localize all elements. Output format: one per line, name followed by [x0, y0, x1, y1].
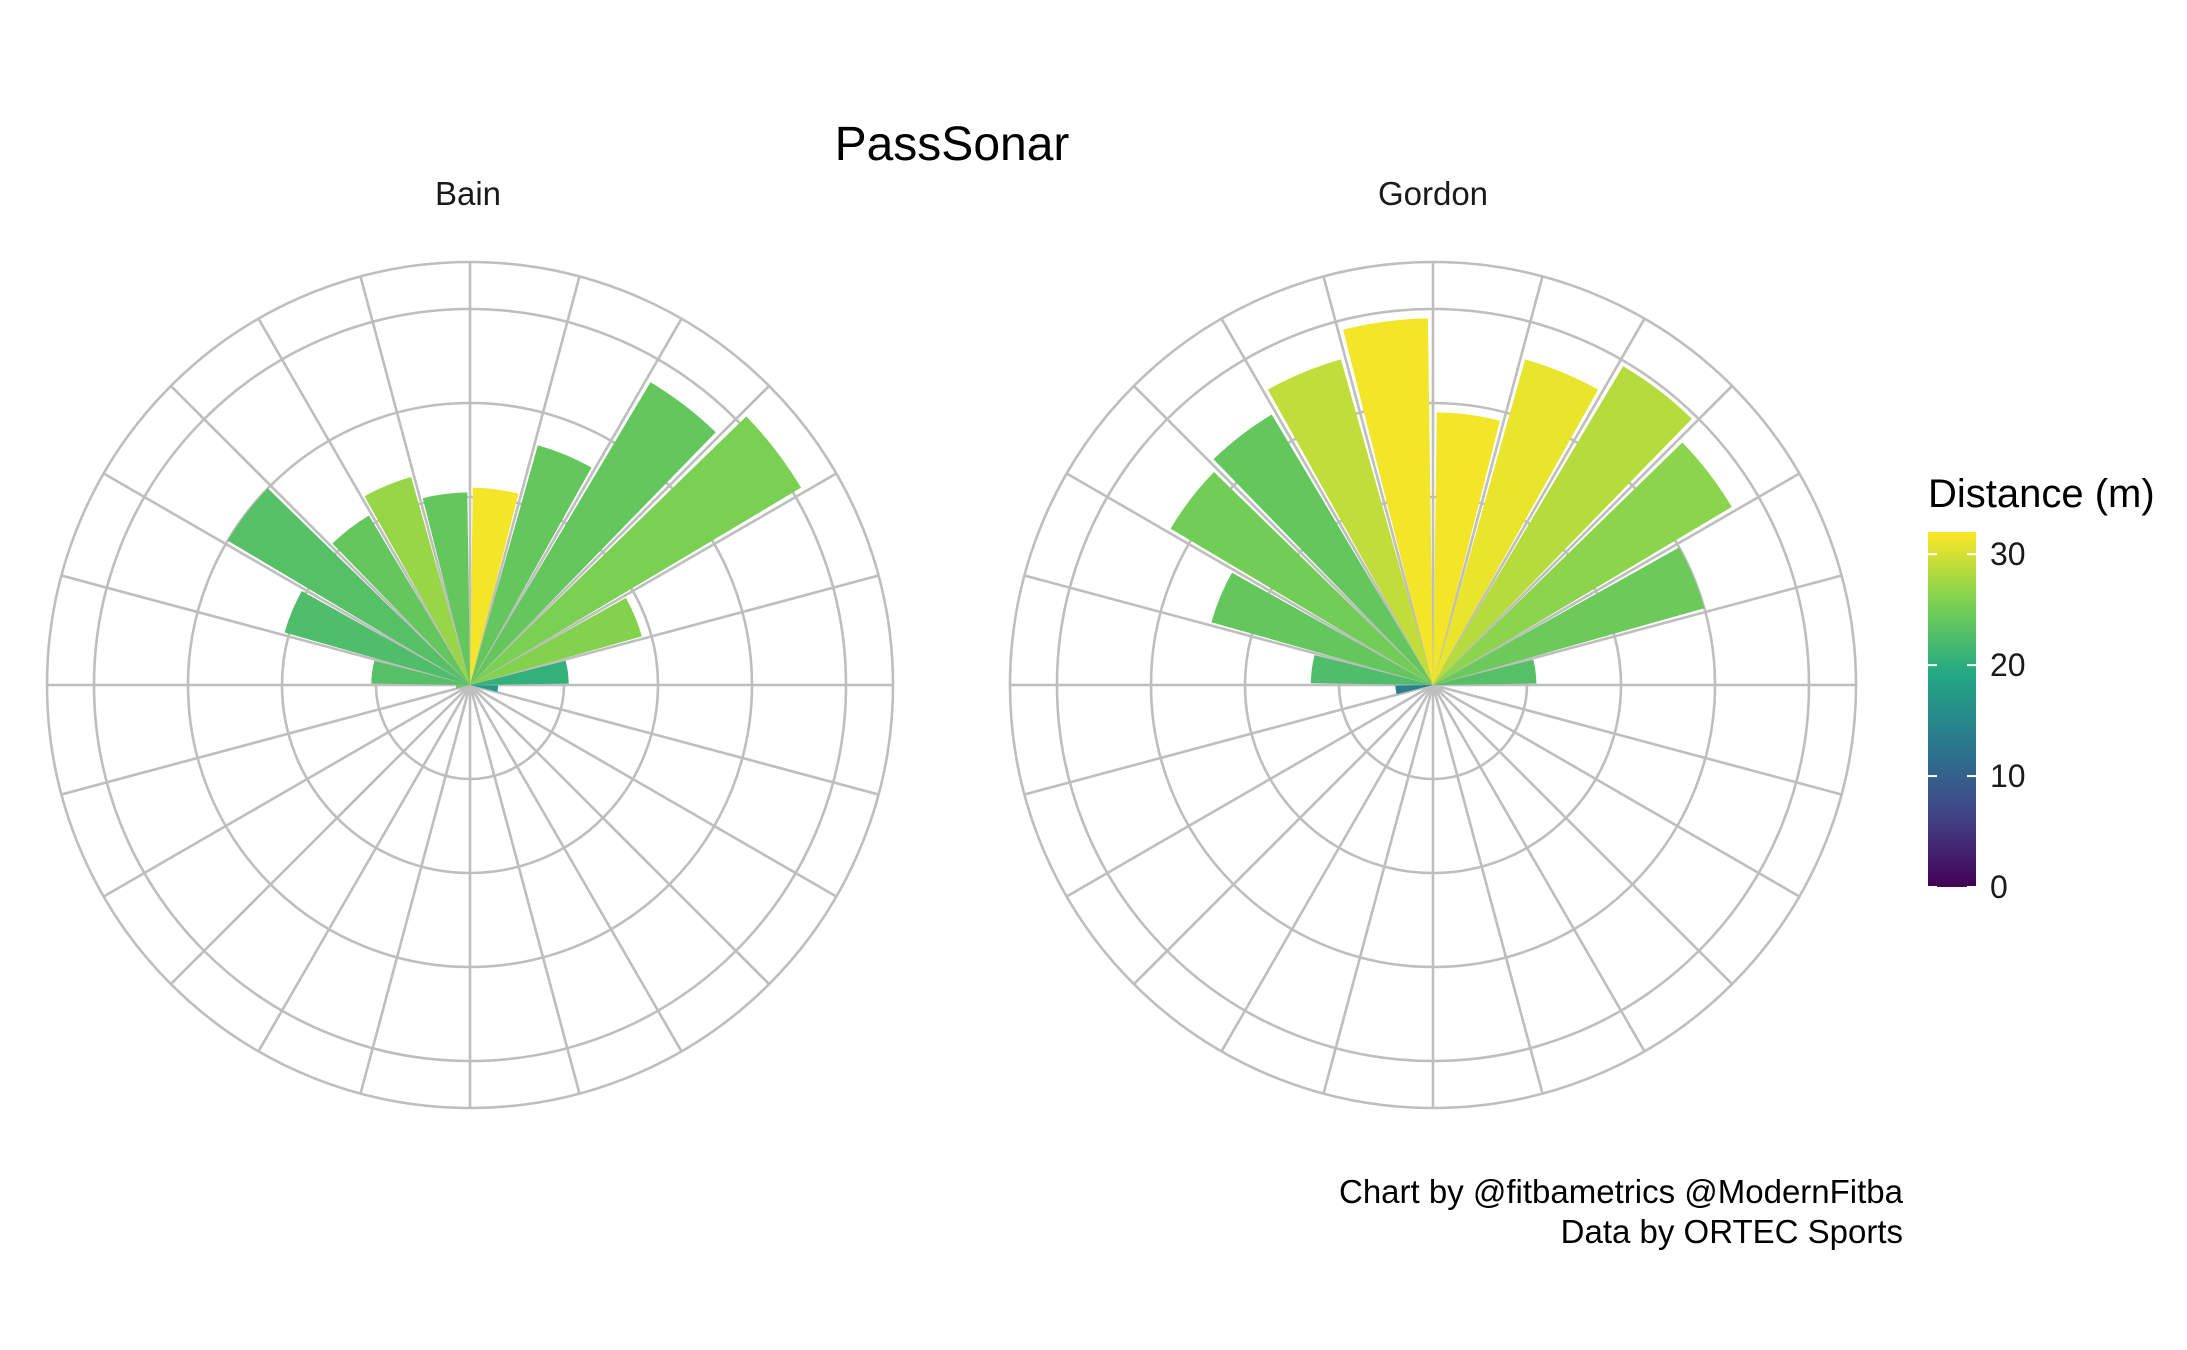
- grid-spoke: [1431, 684, 1544, 1094]
- sonar-bar: [470, 382, 716, 685]
- bars-gordon: [1170, 318, 1732, 695]
- sonar-bar: [1310, 655, 1433, 685]
- sonar-bar: [1433, 366, 1692, 685]
- grid-spoke: [1024, 683, 1434, 796]
- grid-spoke: [1322, 276, 1435, 686]
- chart-title: PassSonar: [835, 118, 1070, 171]
- legend-tick-label: 10: [1990, 758, 2026, 794]
- grid-spoke: [359, 684, 472, 1094]
- panel-gordon: Gordon: [1008, 175, 1858, 1110]
- sonar-bar: [1343, 318, 1433, 685]
- sonar-bar: [284, 590, 470, 685]
- sonar-bar: [371, 660, 470, 685]
- grid-spoke: [103, 472, 471, 687]
- bars-bain: [227, 382, 802, 692]
- sonar-bar: [1433, 547, 1705, 685]
- caption-line-1: Chart by @fitbametrics @ModernFitba: [1339, 1173, 1904, 1210]
- grid-spoke: [257, 318, 472, 686]
- sonar-bar: [470, 487, 519, 685]
- grid-spoke: [1132, 684, 1434, 986]
- grid-spoke: [1066, 683, 1434, 898]
- sonar-bar: [227, 488, 470, 685]
- grid-spoke: [468, 318, 683, 686]
- sonar-bar: [1170, 472, 1433, 685]
- sonar-bar: [470, 685, 499, 692]
- grid-spoke: [1322, 684, 1435, 1094]
- grid-spoke: [257, 684, 472, 1052]
- grid-spoke: [1431, 318, 1646, 686]
- facet-label-bain: Bain: [435, 175, 501, 212]
- grid-spoke: [359, 276, 472, 686]
- grid-spoke: [468, 684, 581, 1094]
- sonar-bar: [470, 416, 802, 685]
- sonar-bar: [470, 445, 592, 685]
- sonar-bar: [470, 660, 569, 685]
- grid-spoke: [469, 684, 771, 986]
- sonar-bar: [364, 476, 470, 685]
- grid-spoke: [1220, 318, 1435, 686]
- legend-tick-label: 20: [1990, 647, 2026, 683]
- sonar-bar: [1433, 659, 1537, 685]
- grid-spoke: [469, 472, 837, 687]
- legend-tick-label: 0: [1990, 869, 2008, 905]
- sonar-bar: [1395, 685, 1433, 695]
- polar-grid-bain: [45, 260, 895, 1110]
- grid-spoke: [1432, 683, 1842, 796]
- color-legend: Distance (m) 0 10 20 30: [1928, 472, 2155, 905]
- sonar-bar: [1267, 359, 1433, 685]
- grid-spoke: [1432, 684, 1734, 986]
- sonar-bar: [1433, 412, 1500, 685]
- grid-spoke: [61, 683, 471, 796]
- grid-spoke: [1132, 384, 1434, 686]
- grid-spoke: [468, 684, 683, 1052]
- legend-ticks: 0 10 20 30: [1928, 536, 2026, 905]
- grid-spoke: [1024, 574, 1434, 687]
- legend-tick-label: 30: [1990, 536, 2026, 572]
- sonar-bar: [1433, 359, 1599, 685]
- grid-spoke: [169, 684, 471, 986]
- grid-spoke: [1431, 684, 1646, 1052]
- grid-spoke: [1220, 684, 1435, 1052]
- legend-colorbar: [1928, 532, 1976, 887]
- grid-spoke: [1431, 276, 1544, 686]
- grid-spoke: [468, 276, 581, 686]
- grid-spoke: [469, 683, 837, 898]
- legend-title: Distance (m): [1928, 472, 2155, 516]
- sonar-bar: [1213, 414, 1433, 685]
- sonar-bar: [470, 597, 642, 685]
- grid-spoke: [169, 384, 471, 686]
- grid-spoke: [103, 683, 471, 898]
- polar-grid-gordon: [1008, 260, 1858, 1110]
- sonar-bar: [422, 492, 470, 685]
- grid-spoke: [1432, 574, 1842, 687]
- grid-spoke: [61, 574, 471, 687]
- grid-spoke: [1066, 472, 1434, 687]
- caption-line-2: Data by ORTEC Sports: [1561, 1213, 1903, 1250]
- grid-spoke: [469, 384, 771, 686]
- grid-spoke: [469, 683, 879, 796]
- grid-spoke: [469, 574, 879, 687]
- sonar-bar: [1433, 442, 1732, 685]
- sonar-bar: [1211, 572, 1433, 685]
- grid-spoke: [1432, 683, 1800, 898]
- sonar-bar: [332, 515, 470, 685]
- panel-bain: Bain: [45, 175, 895, 1110]
- grid-spoke: [1432, 384, 1734, 686]
- sonar-bar: [455, 685, 470, 689]
- grid-spoke: [1432, 472, 1800, 687]
- facet-label-gordon: Gordon: [1378, 175, 1488, 212]
- caption: Chart by @fitbametrics @ModernFitba Data…: [1339, 1173, 1904, 1250]
